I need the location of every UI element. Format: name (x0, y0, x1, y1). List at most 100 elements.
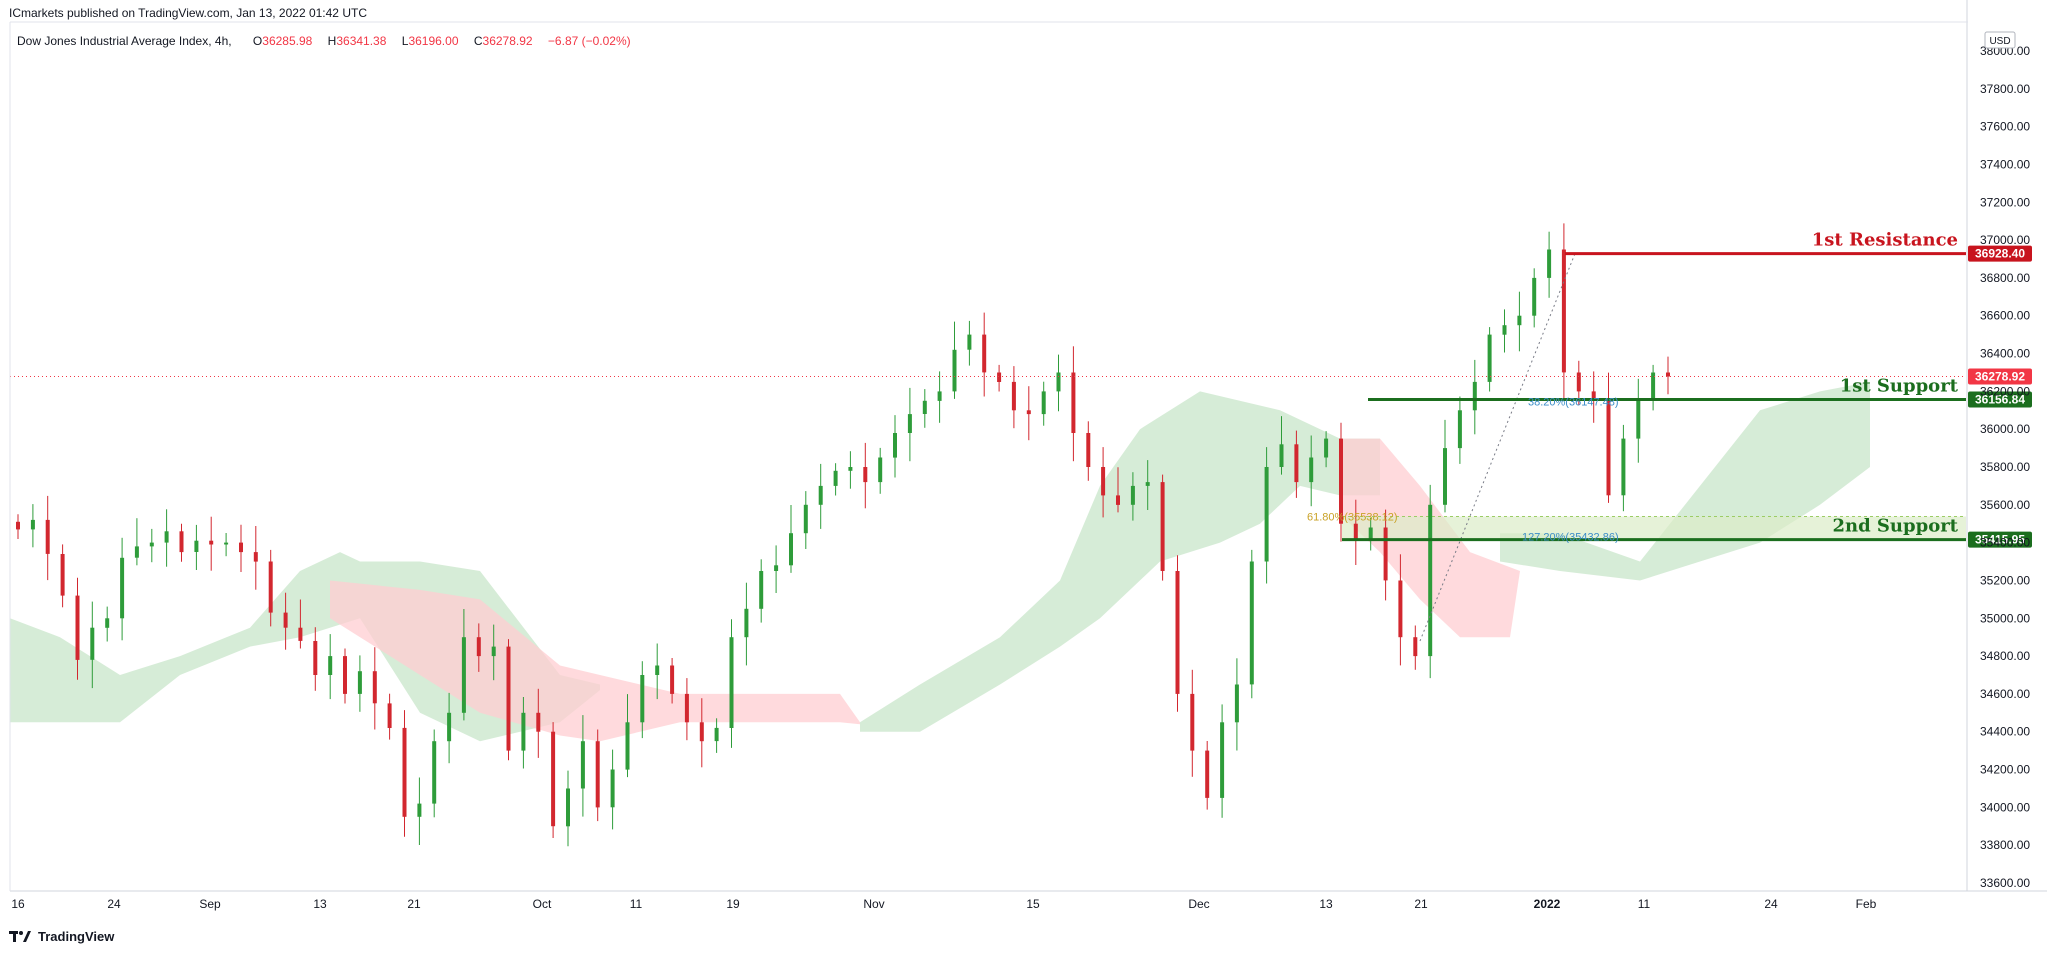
candle-body (209, 540, 214, 545)
x-tick-label: 13 (313, 897, 327, 911)
ohlc-change: −6.87 (−0.02%) (547, 34, 631, 48)
candle-body (1011, 381, 1016, 411)
candle-body (1041, 391, 1046, 415)
candlesticks[interactable] (16, 223, 1670, 847)
candle-body (1591, 391, 1596, 401)
candle-body (789, 533, 793, 566)
candle-body (1517, 315, 1522, 326)
y-tick-label: 34000.00 (1980, 800, 2030, 814)
candle-body (1220, 722, 1225, 798)
candle-body (1472, 381, 1477, 411)
candle-body (937, 391, 942, 401)
candle-body (313, 641, 318, 675)
candle-body (343, 656, 347, 694)
candle-body (1547, 249, 1552, 278)
candle-body (1130, 485, 1135, 505)
candle-body (432, 741, 437, 804)
y-tick-label: 36600.00 (1980, 309, 2030, 323)
candle-body (952, 349, 957, 392)
y-tick-label: 37000.00 (1980, 233, 2030, 247)
y-tick-label: 37800.00 (1980, 82, 2030, 96)
candle-body (521, 712, 526, 751)
x-tick-label: 19 (726, 897, 740, 911)
candle-body (595, 741, 600, 808)
candle-body (818, 485, 823, 505)
candle-body (194, 540, 199, 552)
y-tick-label: 37600.00 (1980, 120, 2030, 134)
candle-body (268, 561, 273, 613)
candle-body (1086, 433, 1091, 467)
x-tick-label: 11 (630, 897, 643, 911)
ohlc-high-label: H (327, 34, 337, 48)
candle-body (878, 457, 883, 483)
ohlc-high: H36341.38 (328, 34, 393, 48)
x-tick-label: Feb (1856, 897, 1877, 911)
y-tick-label: 34200.00 (1980, 763, 2030, 777)
axes[interactable]: 38000.0037800.0037600.0037400.0037200.00… (9, 0, 2047, 911)
candle-body (1339, 438, 1343, 524)
candle-body (863, 467, 868, 483)
ohlc-high-value: 36341.38 (336, 34, 387, 48)
candle-body (60, 554, 65, 596)
candle-body (655, 665, 660, 675)
tradingview-logo[interactable]: TradingView (9, 929, 114, 944)
y-tick-label: 33800.00 (1980, 838, 2030, 852)
fib-label-1: 38.20%(36147.48) (1528, 396, 1619, 408)
support-zone (1342, 516, 1966, 540)
ohlc-values: O36285.98 H36341.38 L36196.00 C36278.92 … (253, 34, 637, 48)
candle-body (1353, 523, 1358, 539)
candle-body (1606, 400, 1611, 496)
candle-body (506, 646, 511, 751)
candle-body (45, 519, 50, 554)
horizontal-levels[interactable]: 1st Resistance 36928.40 1st Support 36156.8… (10, 230, 2032, 642)
candle-body (893, 433, 897, 458)
candle-body (1309, 457, 1314, 483)
candle-body (1398, 580, 1403, 638)
y-tick-label: 34800.00 (1980, 649, 2030, 663)
ohlc-low-label: L (401, 34, 409, 48)
price-tag-3 (1968, 531, 2032, 548)
candle-body (224, 542, 229, 545)
candle-body (447, 712, 452, 742)
ohlc-open-value: 36285.98 (262, 34, 313, 48)
candle-body (1428, 504, 1433, 657)
candle-body (164, 531, 169, 543)
candle-body (1116, 495, 1120, 505)
cloud-bull-2 (860, 391, 1380, 732)
price-tag-1 (1968, 245, 2032, 262)
last-price-tag-text: 36278.92 (1975, 369, 2025, 383)
x-tick-label: 21 (1414, 897, 1428, 911)
x-tick-label: 13 (1319, 897, 1333, 911)
currency-label: USD (1989, 36, 2010, 47)
candle-body (120, 557, 125, 619)
price-tag-text-1: 36928.40 (1975, 247, 2025, 261)
ohlc-open: O36285.98 (253, 34, 318, 48)
candle-body (1636, 400, 1641, 439)
candle-body (684, 693, 689, 723)
brand-name: TradingView (38, 929, 115, 944)
candle-body (134, 546, 139, 558)
candle-body (1457, 410, 1462, 449)
candle-body (1413, 637, 1418, 657)
candle-body (1071, 372, 1076, 433)
candle-body (967, 334, 972, 350)
candle-body (298, 627, 303, 641)
candle-body (16, 521, 20, 530)
candle-body (105, 618, 110, 628)
candle-body (1190, 693, 1195, 751)
candle-body (1651, 372, 1656, 401)
tradingview-icon (9, 930, 31, 942)
ohlc-open-label: O (252, 34, 263, 48)
cloud-bear-1 (330, 580, 860, 742)
candle-body (997, 372, 1002, 382)
x-tick-label: Nov (863, 897, 884, 911)
candle-body (580, 741, 585, 789)
y-tick-label: 35400.00 (1980, 536, 2030, 550)
x-tick-label: 2022 (1534, 897, 1561, 911)
y-tick-label: 34600.00 (1980, 687, 2030, 701)
y-tick-label: 37400.00 (1980, 158, 2030, 172)
symbol-name[interactable]: Dow Jones Industrial Average Index, 4h, (17, 34, 232, 48)
y-tick-label: 36200.00 (1980, 384, 2030, 398)
x-tick-label: 11 (1638, 897, 1651, 911)
